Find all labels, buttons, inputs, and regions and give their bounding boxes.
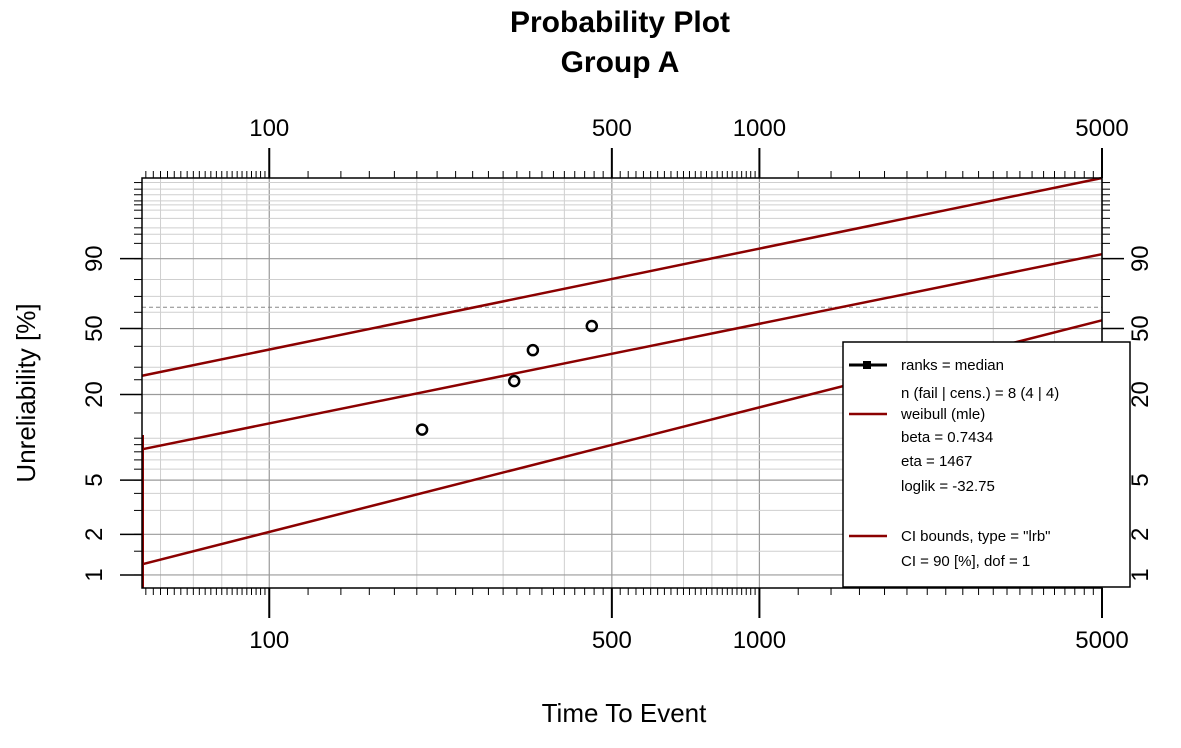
x-axis-label: Time To Event bbox=[542, 698, 708, 728]
y-tick-label-left: 50 bbox=[81, 315, 108, 342]
y-tick-label-right: 20 bbox=[1127, 381, 1154, 408]
y-tick-label-right: 50 bbox=[1127, 315, 1154, 342]
legend-text: CI bounds, type = "lrb" bbox=[901, 528, 1050, 545]
data-point bbox=[585, 319, 599, 333]
x-tick-label-bottom: 500 bbox=[592, 627, 632, 654]
y-tick-label-right: 5 bbox=[1127, 473, 1154, 486]
legend-marker bbox=[863, 361, 871, 369]
legend-text: beta = 0.7434 bbox=[901, 429, 993, 446]
legend-text: eta = 1467 bbox=[901, 453, 972, 470]
y-tick-label-right: 2 bbox=[1127, 528, 1154, 541]
data-point bbox=[507, 374, 521, 388]
y-tick-label-left: 2 bbox=[81, 528, 108, 541]
series-ci-upper bbox=[141, 176, 1103, 378]
legend-text: ranks = median bbox=[901, 357, 1004, 374]
legend-text: weibull (mle) bbox=[900, 406, 985, 423]
chart-title: Probability Plot bbox=[510, 6, 730, 39]
y-tick-label-right: 90 bbox=[1127, 245, 1154, 272]
x-tick-label-bottom: 1000 bbox=[733, 627, 786, 654]
data-point bbox=[526, 343, 540, 357]
y-axis-label: Unreliability [%] bbox=[11, 303, 41, 482]
legend-text: CI = 90 [%], dof = 1 bbox=[901, 553, 1030, 570]
x-tick-label-top: 1000 bbox=[733, 115, 786, 142]
x-tick-label-top: 500 bbox=[592, 115, 632, 142]
data-point bbox=[415, 423, 429, 436]
x-tick-label-bottom: 5000 bbox=[1075, 627, 1128, 654]
legend: ranks = median n (fail | cens.) = 8 (4 | … bbox=[842, 341, 1131, 588]
y-tick-label-left: 20 bbox=[81, 381, 108, 408]
points-layer bbox=[415, 319, 599, 436]
x-tick-label-top: 5000 bbox=[1075, 115, 1128, 142]
x-tick-label-bottom: 100 bbox=[249, 627, 289, 654]
legend-text: n (fail | cens.) = 8 (4 | 4) bbox=[901, 385, 1059, 402]
y-tick-label-right: 1 bbox=[1127, 568, 1154, 581]
x-tick-label-top: 100 bbox=[249, 115, 289, 142]
series-fit bbox=[141, 252, 1103, 451]
legend-text: loglik = -32.75 bbox=[901, 478, 995, 495]
y-tick-label-left: 90 bbox=[81, 245, 108, 272]
chart-subtitle: Group A bbox=[561, 46, 680, 79]
y-tick-label-left: 1 bbox=[81, 568, 108, 581]
legend-box bbox=[842, 341, 1131, 588]
y-tick-label-left: 5 bbox=[81, 473, 108, 486]
